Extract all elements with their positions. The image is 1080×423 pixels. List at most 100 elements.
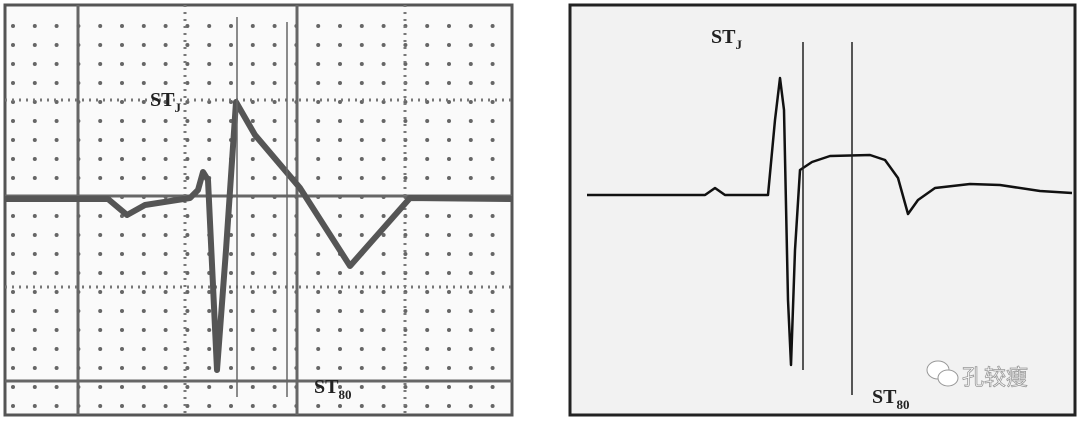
grid-dot bbox=[141, 176, 146, 180]
grid-dot bbox=[11, 404, 15, 408]
grid-dot bbox=[32, 119, 37, 123]
grid-dot bbox=[207, 366, 212, 370]
grid-dot bbox=[272, 385, 277, 389]
grid-dot bbox=[425, 366, 430, 370]
grid-dot bbox=[141, 157, 146, 161]
grid-dot bbox=[163, 62, 168, 66]
grid-dot bbox=[490, 290, 495, 294]
grid-dot bbox=[425, 62, 430, 66]
grid-dot bbox=[316, 100, 321, 104]
grid-dot bbox=[141, 404, 146, 408]
grid-dot bbox=[120, 328, 124, 332]
grid-dot bbox=[207, 290, 212, 294]
grid-dot bbox=[141, 43, 146, 47]
st-80-label-right: ST80 bbox=[872, 386, 909, 412]
grid-dot bbox=[447, 43, 451, 47]
grid-dot bbox=[120, 138, 124, 142]
grid-dot bbox=[272, 100, 277, 104]
grid-dot bbox=[447, 328, 451, 332]
grid-dot bbox=[447, 290, 451, 294]
grid-dot bbox=[359, 138, 364, 142]
grid-dot bbox=[272, 81, 277, 85]
grid-dot bbox=[141, 366, 146, 370]
grid-dot bbox=[98, 404, 103, 408]
grid-dot bbox=[490, 252, 495, 256]
grid-dot bbox=[381, 138, 386, 142]
grid-dot bbox=[98, 62, 103, 66]
grid-dot bbox=[163, 309, 168, 313]
grid-dot bbox=[207, 385, 212, 389]
grid-dot bbox=[98, 385, 103, 389]
grid-dot bbox=[163, 119, 168, 123]
grid-dot bbox=[490, 119, 495, 123]
grid-dot bbox=[54, 347, 59, 351]
grid-dot bbox=[32, 328, 37, 332]
grid-dot bbox=[32, 252, 37, 256]
grid-dot bbox=[447, 309, 451, 313]
grid-dot bbox=[120, 290, 124, 294]
grid-dot bbox=[490, 100, 495, 104]
grid-dot bbox=[229, 43, 233, 47]
grid-dot bbox=[11, 366, 15, 370]
grid-dot bbox=[32, 404, 37, 408]
grid-dot bbox=[120, 233, 124, 237]
grid-dot bbox=[359, 290, 364, 294]
grid-dot bbox=[468, 100, 473, 104]
grid-dot bbox=[185, 252, 190, 256]
grid-dot bbox=[120, 62, 124, 66]
grid-dot bbox=[163, 24, 168, 28]
grid-dot bbox=[250, 366, 255, 370]
grid-dot bbox=[98, 157, 103, 161]
grid-dot bbox=[425, 157, 430, 161]
grid-dot bbox=[32, 290, 37, 294]
grid-dot bbox=[447, 271, 451, 275]
grid-dot bbox=[54, 233, 59, 237]
grid-dot bbox=[250, 138, 255, 142]
grid-dot bbox=[98, 309, 103, 313]
grid-dot bbox=[32, 366, 37, 370]
grid-dot bbox=[141, 290, 146, 294]
left-panel: STJ ST80 bbox=[3, 3, 514, 417]
grid-dot bbox=[185, 309, 190, 313]
grid-dot bbox=[163, 328, 168, 332]
grid-dot bbox=[250, 385, 255, 389]
grid-dot bbox=[447, 214, 451, 218]
grid-dot bbox=[403, 309, 408, 313]
grid-dot bbox=[120, 43, 124, 47]
grid-dot bbox=[54, 214, 59, 218]
grid-dot bbox=[316, 24, 321, 28]
grid-dot bbox=[185, 176, 190, 180]
grid-dot bbox=[250, 214, 255, 218]
grid-dot bbox=[250, 404, 255, 408]
grid-dot bbox=[381, 385, 386, 389]
grid-dot bbox=[141, 252, 146, 256]
grid-dot bbox=[425, 233, 430, 237]
grid-dot bbox=[250, 176, 255, 180]
grid-dot bbox=[338, 214, 342, 218]
grid-dot bbox=[98, 328, 103, 332]
grid-dot bbox=[338, 328, 342, 332]
grid-dot bbox=[316, 366, 321, 370]
grid-dot bbox=[32, 347, 37, 351]
grid-dot bbox=[316, 138, 321, 142]
grid-dot bbox=[98, 81, 103, 85]
grid-dot bbox=[250, 347, 255, 351]
grid-dot bbox=[54, 24, 59, 28]
grid-dot bbox=[381, 366, 386, 370]
grid-dot bbox=[403, 119, 408, 123]
grid-dot bbox=[54, 157, 59, 161]
grid-dot bbox=[250, 233, 255, 237]
grid-dot bbox=[98, 176, 103, 180]
grid-dot bbox=[359, 176, 364, 180]
grid-dot bbox=[229, 347, 233, 351]
grid-dot bbox=[141, 100, 146, 104]
grid-dot bbox=[141, 119, 146, 123]
grid-dot bbox=[359, 347, 364, 351]
grid-dot bbox=[425, 214, 430, 218]
grid-dot bbox=[316, 404, 321, 408]
grid-dot bbox=[468, 176, 473, 180]
right-panel: STJ ST80 孔较瘦 bbox=[568, 3, 1077, 417]
grid-dot bbox=[250, 328, 255, 332]
grid-dot bbox=[338, 24, 342, 28]
